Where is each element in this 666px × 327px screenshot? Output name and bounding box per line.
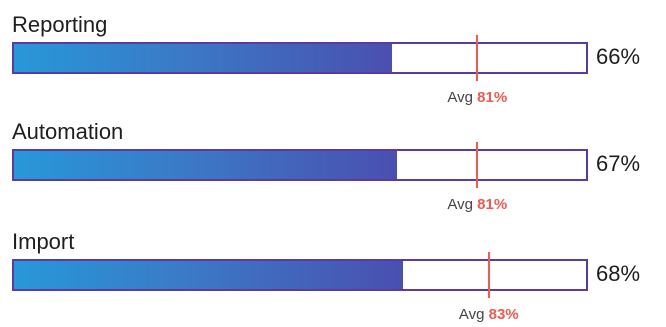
avg-marker: [476, 35, 479, 81]
avg-prefix: Avg: [447, 89, 473, 106]
category-label: Reporting: [12, 12, 108, 37]
avg-marker: [487, 252, 490, 298]
avg-value: 83%: [488, 306, 519, 323]
value-label: 67%: [596, 151, 641, 176]
category-label: Import: [12, 229, 75, 254]
avg-prefix: Avg: [458, 306, 485, 323]
value-label: 68%: [596, 261, 641, 286]
bar-fill: [14, 261, 403, 289]
bar-track: [12, 35, 588, 81]
avg-annotation: Avg 81%: [447, 89, 507, 106]
bar-track: [12, 142, 588, 188]
avg-marker: [476, 142, 479, 188]
avg-annotation: Avg 83%: [459, 306, 519, 323]
bar-track: [12, 252, 588, 298]
avg-annotation: Avg 81%: [447, 196, 507, 213]
bar-fill: [14, 151, 398, 179]
avg-value: 81%: [477, 196, 508, 213]
avg-prefix: Avg: [447, 196, 473, 213]
avg-value: 81%: [477, 89, 508, 106]
bar-fill: [14, 44, 392, 72]
category-label: Automation: [12, 119, 124, 144]
value-label: 66%: [596, 44, 641, 69]
